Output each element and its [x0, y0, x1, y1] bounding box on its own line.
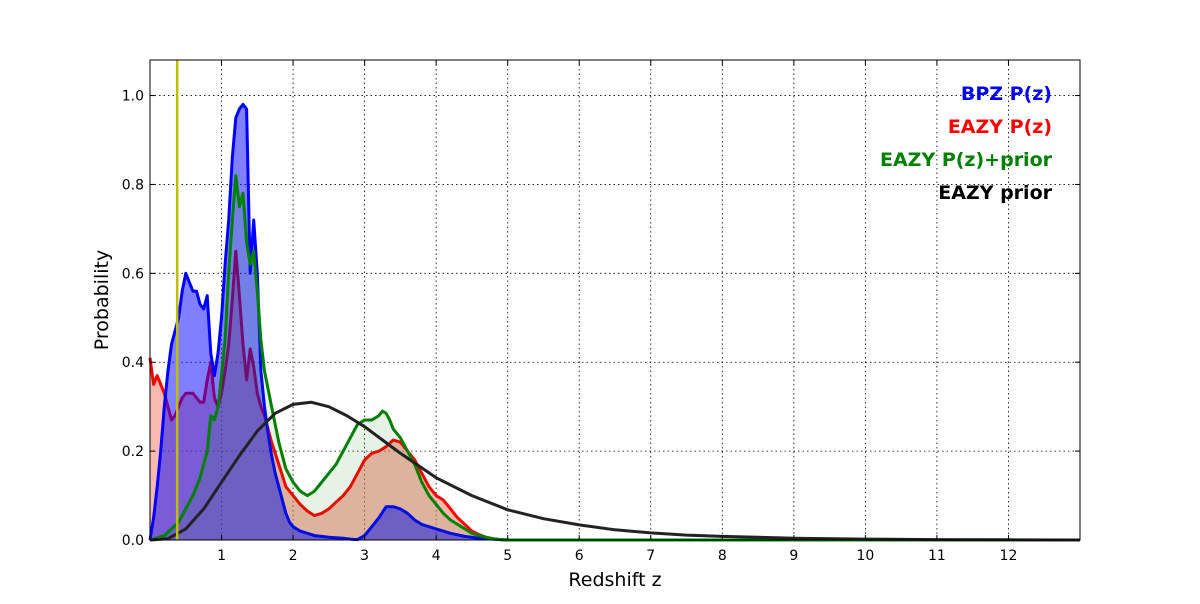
x-tick-label: 10 — [856, 548, 874, 564]
y-tick-label: 1.0 — [122, 89, 144, 105]
legend-label-eazy-p-z: EAZY P(z) — [948, 116, 1052, 138]
grid-layer — [150, 60, 1080, 540]
x-tick-label: 12 — [1000, 548, 1018, 564]
x-tick-label: 1 — [217, 548, 226, 564]
series-line-eazy-prior — [149, 400, 1081, 542]
y-tick-label: 0.4 — [122, 355, 144, 371]
x-tick-label: 2 — [289, 548, 298, 564]
y-axis-title: Probability — [91, 250, 113, 350]
y-tick-label: 0.8 — [122, 177, 144, 193]
y-tick-label: 0.2 — [122, 444, 144, 460]
series-line-eazy-p-z-prior — [149, 174, 1080, 542]
x-tick-label: 3 — [360, 548, 369, 564]
series-layer — [148, 60, 1081, 542]
series-line-bpz-p-z — [148, 102, 1080, 542]
legend: BPZ P(z) EAZY P(z) EAZY P(z)+prior EAZY pri… — [880, 83, 1053, 204]
ticks-layer: 1 2 3 4 5 6 7 8 9 10 11 120.00.20.40.60.81.0 — [122, 60, 1080, 564]
x-tick-label: 8 — [718, 548, 727, 564]
y-tick-label: 0.0 — [122, 533, 144, 549]
series-area-eazy-p-z — [150, 251, 1080, 540]
x-tick-label: 7 — [646, 548, 655, 564]
x-tick-label: 5 — [503, 548, 512, 564]
legend-label-eazy-p-z-prior: EAZY P(z)+prior — [880, 149, 1053, 171]
x-axis-title: Redshift z — [568, 569, 661, 591]
y-tick-label: 0.6 — [122, 266, 144, 282]
legend-label-bpz-p-z: BPZ P(z) — [961, 83, 1052, 105]
plot-frame — [149, 59, 1081, 541]
x-tick-label: 11 — [928, 548, 946, 564]
x-tick-label: 9 — [789, 548, 798, 564]
legend-label-eazy-prior: EAZY prior — [938, 182, 1052, 204]
series-area-eazy-p-z-prior — [150, 175, 1080, 540]
x-tick-label: 4 — [432, 548, 441, 564]
x-tick-label: 6 — [575, 548, 584, 564]
series-area-bpz-p-z — [150, 104, 1080, 541]
